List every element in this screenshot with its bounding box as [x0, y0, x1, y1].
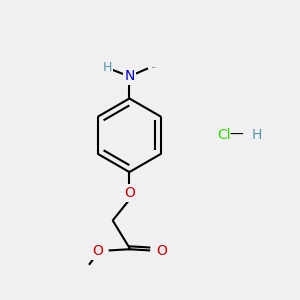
Text: —: — [229, 128, 243, 142]
Text: O: O [92, 244, 103, 258]
Text: methyl: methyl [152, 66, 156, 68]
Text: Cl: Cl [218, 128, 231, 142]
Text: O: O [124, 186, 135, 200]
Text: H: H [252, 128, 262, 142]
Text: N: N [124, 69, 135, 83]
Text: H: H [103, 61, 112, 74]
Text: O: O [156, 244, 167, 258]
